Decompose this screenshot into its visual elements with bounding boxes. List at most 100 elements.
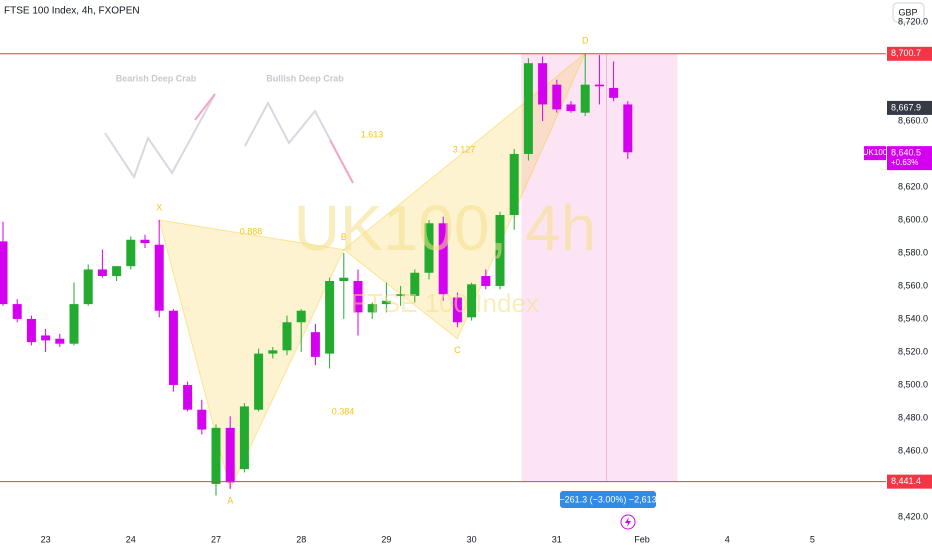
template-label: Bearish Deep Crab — [116, 73, 197, 83]
pattern-point-label: B — [341, 232, 347, 242]
price-badge — [887, 46, 932, 61]
plot: X A B C D 0.888 0.384 1.613 3.127 — [0, 36, 678, 505]
candle-body — [154, 244, 164, 311]
y-tick-label: 8,480.0 — [898, 412, 928, 422]
x-tick-label: 5 — [810, 534, 815, 544]
currency-button[interactable] — [892, 2, 925, 23]
candle-body — [168, 310, 178, 385]
x-tick-label: 28 — [296, 534, 306, 544]
price-badge-label: 8,700.7 — [891, 48, 921, 58]
candle-body — [26, 318, 36, 343]
candle-body — [12, 304, 22, 319]
pattern-point-label: A — [227, 495, 233, 505]
chart-title: FTSE 100 Index, 4h, FXOPEN — [4, 6, 140, 17]
candle-body — [140, 239, 150, 244]
y-tick-label: 8,580.0 — [898, 247, 928, 257]
x-tick-label: 29 — [381, 534, 391, 544]
candle-body — [296, 310, 306, 323]
candle-body — [126, 239, 136, 267]
candle-body — [183, 384, 193, 410]
candle-body — [523, 63, 533, 154]
candle-body — [552, 84, 562, 110]
candle-body — [452, 297, 462, 323]
candle-body — [609, 87, 619, 98]
watermark: UK100, 4h — [294, 192, 596, 264]
template-label: Bullish Deep Crab — [266, 73, 344, 83]
candle-body — [467, 284, 477, 318]
candle-body — [112, 266, 122, 277]
candle-body — [69, 304, 79, 344]
measure-label: −261.3 (−3.00%) −2,613 — [559, 494, 656, 504]
event-icon[interactable] — [620, 514, 636, 530]
candle-body — [55, 338, 65, 344]
candle-body — [282, 322, 292, 351]
candle-body — [254, 353, 264, 410]
candle-body — [325, 281, 335, 354]
last-price-change: +0.63% — [891, 158, 918, 167]
currency: GBP — [898, 7, 917, 17]
candle-body — [367, 304, 377, 313]
candle-body — [41, 335, 51, 341]
candle-body — [197, 409, 207, 430]
pattern-ratio: 0.384 — [332, 406, 355, 416]
x-tick-label: 4 — [725, 534, 730, 544]
y-tick-label: 8,460.0 — [898, 445, 928, 455]
symbol-label: UK100 — [863, 148, 888, 157]
y-tick-label: 8,540.0 — [898, 313, 928, 323]
candle-body — [310, 332, 320, 357]
candle-body — [481, 276, 491, 286]
candle-body — [353, 281, 363, 313]
pattern-ratio: 1.613 — [361, 129, 384, 139]
x-tick-label: Feb — [634, 534, 650, 544]
price-axis — [886, 0, 932, 550]
price-badge-label: 8,441.4 — [891, 476, 921, 486]
y-tick-label: 8,520.0 — [898, 346, 928, 356]
y-tick-label: 8,600.0 — [898, 214, 928, 224]
x-tick-label: 31 — [552, 534, 562, 544]
candle-body — [239, 406, 249, 470]
candle-body — [0, 241, 8, 305]
pattern-point-label: D — [582, 36, 589, 46]
candle-body — [580, 84, 590, 113]
candle-body — [623, 104, 633, 153]
x-tick-label: 30 — [467, 534, 477, 544]
event-bolt — [625, 517, 631, 527]
template-icons — [104, 93, 354, 184]
x-tick-label: 24 — [126, 534, 136, 544]
price-badge — [887, 474, 932, 489]
candle-body — [495, 215, 505, 286]
candle-body — [381, 300, 391, 305]
x-tick-label: 23 — [41, 534, 51, 544]
y-tick-label: 8,500.0 — [898, 379, 928, 389]
pattern-ratio: 3.127 — [453, 144, 476, 154]
watermark-subtitle: FTSE 100 Index — [351, 288, 539, 318]
pattern-ratio: 0.888 — [240, 226, 263, 236]
measure-range — [521, 53, 678, 482]
candle-body — [396, 294, 406, 296]
candle-body — [211, 427, 221, 484]
measure-box — [560, 491, 656, 508]
y-tick-label: 8,420.0 — [898, 511, 928, 521]
candle-body — [83, 269, 93, 305]
candle-body — [566, 104, 576, 112]
candle-body — [410, 272, 420, 296]
candle-body — [268, 350, 278, 354]
candle-body — [97, 269, 107, 277]
candle-body — [438, 223, 448, 295]
x-tick-label: 27 — [211, 534, 221, 544]
y-tick-label: 8,620.0 — [898, 181, 928, 191]
last-price-badge — [887, 146, 932, 171]
candle-body — [225, 427, 235, 483]
pattern-point-label: C — [454, 345, 461, 355]
price-badge-label: 8,667.9 — [891, 102, 921, 112]
y-tick-label: 8,660.0 — [898, 115, 928, 125]
candle-body — [538, 63, 548, 105]
y-tick-label: 8,560.0 — [898, 280, 928, 290]
price-badge — [887, 100, 932, 115]
pattern-xab — [158, 219, 345, 491]
candle-body — [339, 277, 349, 282]
candle-body — [594, 84, 604, 87]
candle-body — [509, 153, 519, 216]
pattern-point-label: X — [156, 202, 162, 212]
